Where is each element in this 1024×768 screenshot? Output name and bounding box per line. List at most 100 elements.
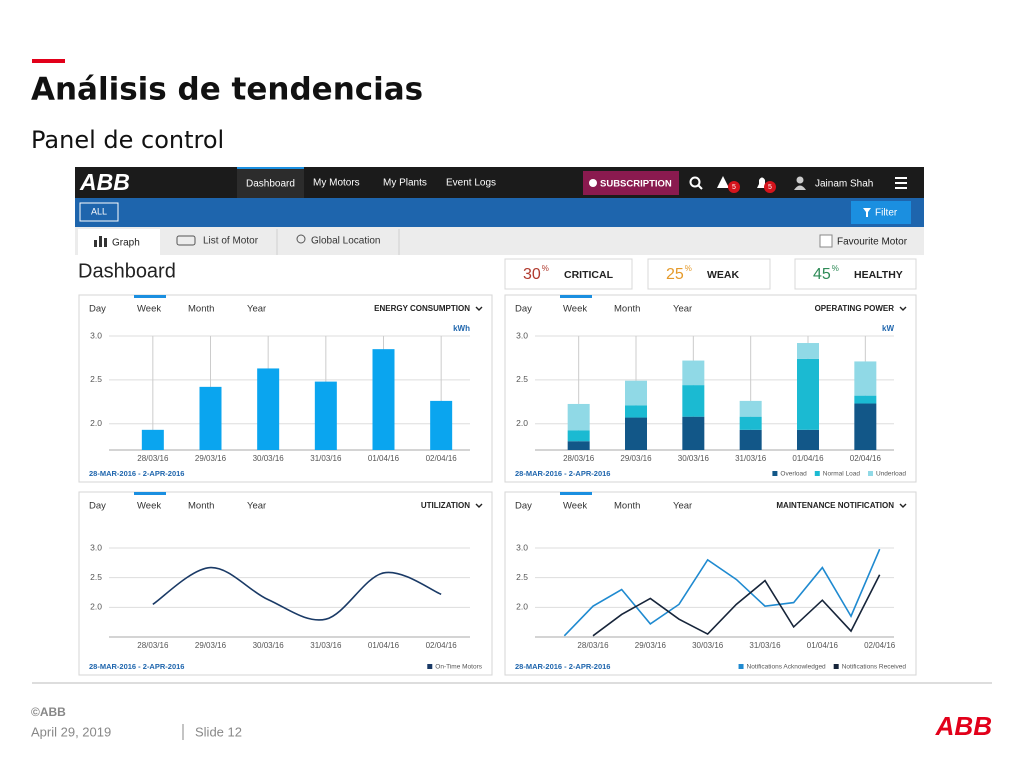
line-series xyxy=(563,548,881,637)
period-tab[interactable]: Week xyxy=(137,304,161,315)
graph-icon xyxy=(99,236,102,247)
subscription-label[interactable]: SUBSCRIPTION xyxy=(600,179,672,190)
y-tick-label: 2.0 xyxy=(516,602,528,612)
period-tab[interactable]: Year xyxy=(247,304,266,315)
menu-icon xyxy=(895,187,907,189)
legend-label: Notifications Received xyxy=(842,664,907,671)
subscription-button[interactable] xyxy=(583,171,679,195)
menu-icon xyxy=(895,182,907,184)
x-tick-label: 02/04/16 xyxy=(864,641,896,650)
active-tab xyxy=(237,169,304,198)
x-tick-label: 01/04/16 xyxy=(807,641,839,650)
chart-title[interactable]: OPERATING POWER xyxy=(815,304,895,313)
x-tick-label: 02/04/16 xyxy=(850,454,882,463)
location-icon xyxy=(296,234,306,244)
favourite-checkbox[interactable] xyxy=(819,234,833,248)
view-tab[interactable]: List of Motor xyxy=(203,236,259,247)
alert-icon[interactable] xyxy=(717,176,729,188)
unit-label: kW xyxy=(882,324,894,333)
dropdown-chevron xyxy=(899,306,907,311)
x-tick-label: 31/03/16 xyxy=(310,641,342,650)
period-indicator xyxy=(560,295,592,298)
nav-tab[interactable]: Event Logs xyxy=(446,178,496,189)
period-tab[interactable]: Day xyxy=(515,304,532,315)
status-value: 30 xyxy=(523,266,541,283)
filter-bar xyxy=(75,198,924,227)
period-tab[interactable]: Day xyxy=(89,304,106,315)
x-tick-label: 31/03/16 xyxy=(310,454,342,463)
view-tab[interactable]: Global Location xyxy=(311,236,381,247)
search-icon xyxy=(697,184,703,190)
chart-title[interactable]: UTILIZATION xyxy=(421,501,470,510)
x-tick-label: 01/04/16 xyxy=(368,641,400,650)
period-tab[interactable]: Month xyxy=(614,501,640,512)
bar xyxy=(314,381,337,450)
y-tick-label: 3.0 xyxy=(90,542,102,552)
period-indicator xyxy=(134,295,166,298)
status-card xyxy=(647,258,771,290)
y-tick-label: 2.0 xyxy=(516,418,528,428)
bar-segment xyxy=(682,416,705,450)
x-tick-label: 01/04/16 xyxy=(368,454,400,463)
x-tick-label: 29/03/16 xyxy=(195,454,227,463)
legend-swatch xyxy=(814,471,820,476)
all-label[interactable]: ALL xyxy=(91,206,107,216)
status-unit: % xyxy=(832,264,839,273)
period-tab[interactable]: Year xyxy=(673,304,692,315)
bar-segment xyxy=(682,360,705,386)
active-view-tab xyxy=(78,229,160,256)
period-tab[interactable]: Day xyxy=(89,501,106,512)
nav-tab[interactable]: My Plants xyxy=(383,178,427,189)
period-indicator xyxy=(560,492,592,495)
legend-label: Normal Load xyxy=(823,471,861,478)
chart-panel xyxy=(78,294,493,483)
favourite-label[interactable]: Favourite Motor xyxy=(837,237,908,248)
slide-title: Análisis de tendencias xyxy=(31,72,423,108)
slide-subtitle: Panel de control xyxy=(31,126,224,154)
y-tick-label: 2.5 xyxy=(90,374,102,384)
nav-bar xyxy=(75,167,924,198)
status-value: 25 xyxy=(666,266,684,283)
y-tick-label: 3.0 xyxy=(516,542,528,552)
nav-tab[interactable]: My Motors xyxy=(313,178,360,189)
user-icon xyxy=(796,176,804,184)
all-button[interactable] xyxy=(79,202,119,222)
chart-title[interactable]: ENERGY CONSUMPTION xyxy=(374,304,470,313)
nav-tab[interactable]: Dashboard xyxy=(246,179,295,190)
status-card xyxy=(794,258,917,290)
user-name[interactable]: Jainam Shah xyxy=(815,179,873,190)
y-tick-label: 2.0 xyxy=(90,602,102,612)
x-tick-label: 28/03/16 xyxy=(577,641,609,650)
bar-segment xyxy=(797,358,819,430)
accent-bar xyxy=(32,59,65,63)
period-tab[interactable]: Week xyxy=(137,501,161,512)
date-range: 28-MAR-2016 - 2-APR-2016 xyxy=(89,469,184,478)
period-tab[interactable]: Month xyxy=(614,304,640,315)
tab-row xyxy=(75,227,924,255)
filter-label[interactable]: Filter xyxy=(875,208,898,219)
x-tick-label: 29/03/16 xyxy=(635,641,667,650)
bar-segment xyxy=(567,430,590,442)
period-tab[interactable]: Year xyxy=(673,501,692,512)
search-icon[interactable] xyxy=(689,176,701,188)
y-tick-label: 2.0 xyxy=(90,418,102,428)
period-tab[interactable]: Week xyxy=(563,501,587,512)
status-label: HEALTHY xyxy=(854,269,903,281)
filter-button[interactable] xyxy=(851,201,911,224)
period-tab[interactable]: Day xyxy=(515,501,532,512)
active-tab-indicator xyxy=(237,167,304,169)
period-tab[interactable]: Year xyxy=(247,501,266,512)
view-tab[interactable]: Graph xyxy=(112,238,140,249)
chart-title[interactable]: MAINTENANCE NOTIFICATION xyxy=(776,501,894,510)
menu-icon[interactable] xyxy=(895,177,907,179)
x-tick-label: 30/03/16 xyxy=(253,454,285,463)
bar xyxy=(257,368,280,450)
period-tab[interactable]: Week xyxy=(563,304,587,315)
date-range: 28-MAR-2016 - 2-APR-2016 xyxy=(89,662,184,671)
period-tab[interactable]: Month xyxy=(188,501,214,512)
legend-swatch xyxy=(738,664,744,669)
period-tab[interactable]: Month xyxy=(188,304,214,315)
nav-logo: ABB xyxy=(79,169,130,195)
y-tick-label: 2.5 xyxy=(90,572,102,582)
